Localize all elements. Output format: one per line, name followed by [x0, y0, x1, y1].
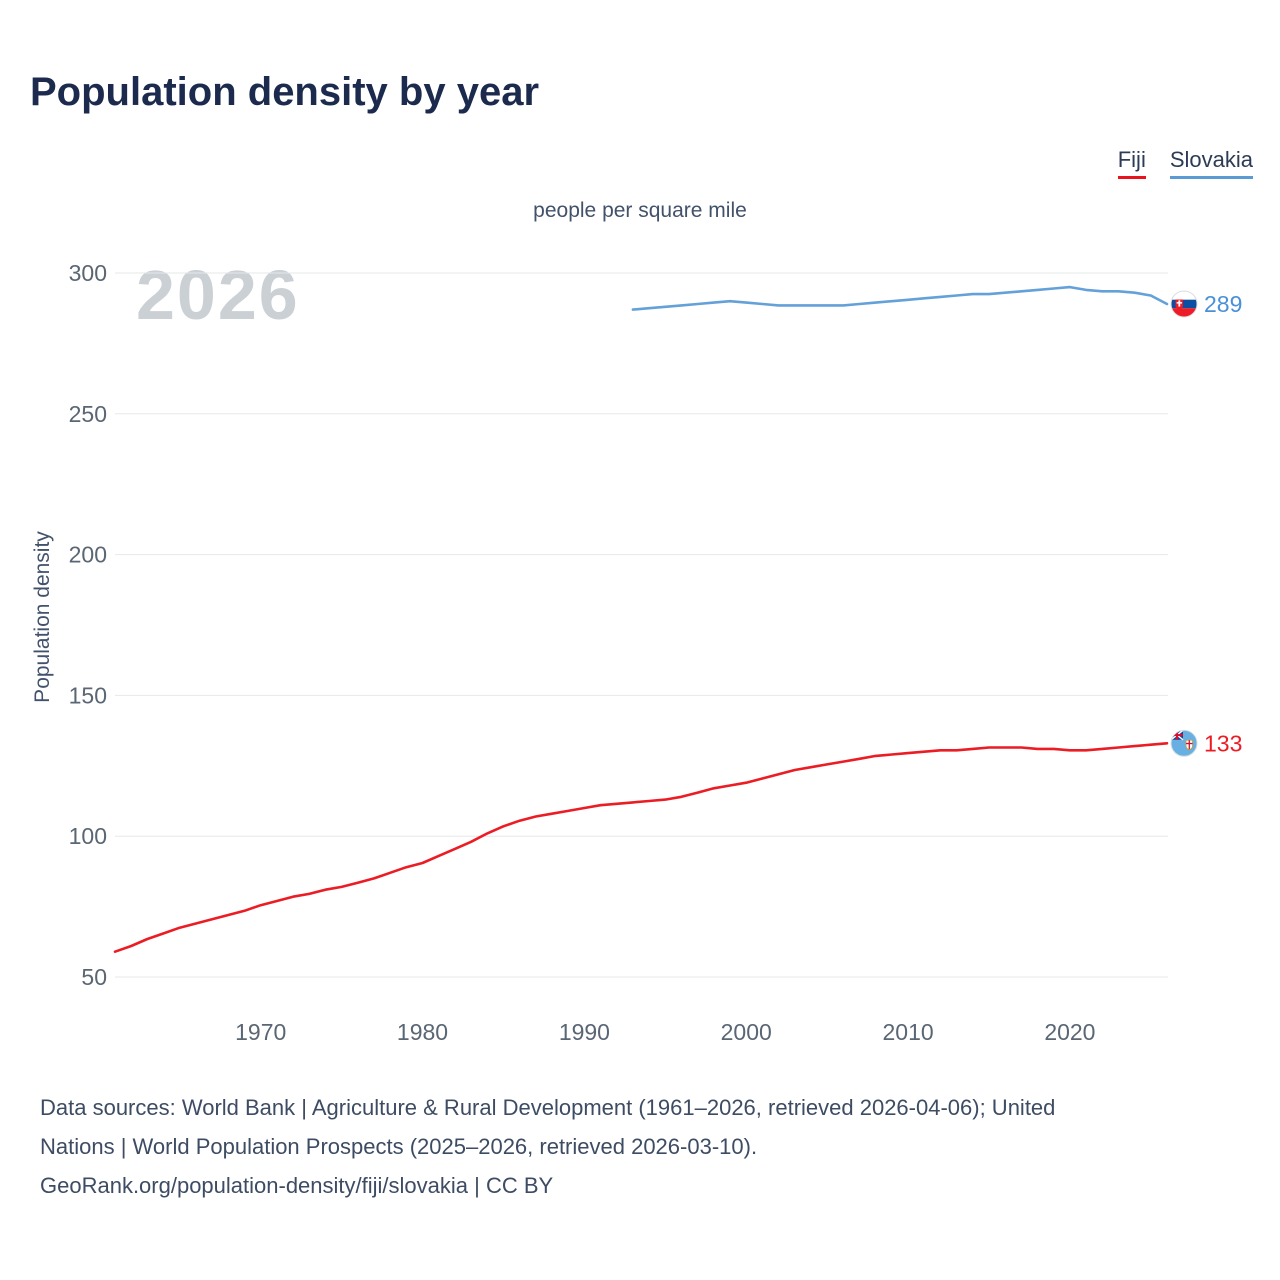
- x-tick-label: 2020: [1044, 1019, 1095, 1045]
- slovakia-end-value: 289: [1204, 291, 1242, 317]
- slovakia-flag-icon: [1171, 290, 1198, 317]
- attribution[interactable]: GeoRank.org/population-density/fiji/slov…: [40, 1173, 554, 1198]
- series-line-fiji[interactable]: [113, 741, 1169, 954]
- footer: Data sources: World Bank | Agriculture &…: [40, 1088, 1254, 1205]
- y-tick-label: 100: [69, 823, 107, 849]
- fiji-flag-icon: [1171, 730, 1198, 757]
- data-sources-line-2: Nations | World Population Prospects (20…: [40, 1134, 758, 1159]
- x-tick-label: 2010: [883, 1019, 934, 1045]
- y-tick-label: 150: [69, 682, 107, 708]
- legend-item-fiji[interactable]: Fiji: [1117, 147, 1146, 179]
- x-tick-label: 1990: [559, 1019, 610, 1045]
- x-tick-label: 2000: [721, 1019, 772, 1045]
- fiji-end-value: 133: [1204, 730, 1242, 756]
- y-tick-label: 300: [69, 260, 107, 286]
- y-tick-label: 250: [69, 401, 107, 427]
- watermark-year: 2026: [136, 256, 300, 334]
- x-tick-label: 1980: [397, 1019, 448, 1045]
- x-tick-label: 1970: [235, 1019, 286, 1045]
- y-tick-label: 200: [69, 542, 107, 568]
- data-sources-line-1: Data sources: World Bank | Agriculture &…: [40, 1095, 1056, 1120]
- legend-item-slovakia[interactable]: Slovakia: [1169, 147, 1253, 179]
- chart-subtitle: people per square mile: [533, 199, 747, 222]
- legend: Fiji Slovakia: [1117, 147, 1253, 179]
- series-line-slovakia[interactable]: [631, 285, 1169, 311]
- page-title: Population density by year: [30, 70, 540, 114]
- y-tick-label: 50: [81, 964, 107, 990]
